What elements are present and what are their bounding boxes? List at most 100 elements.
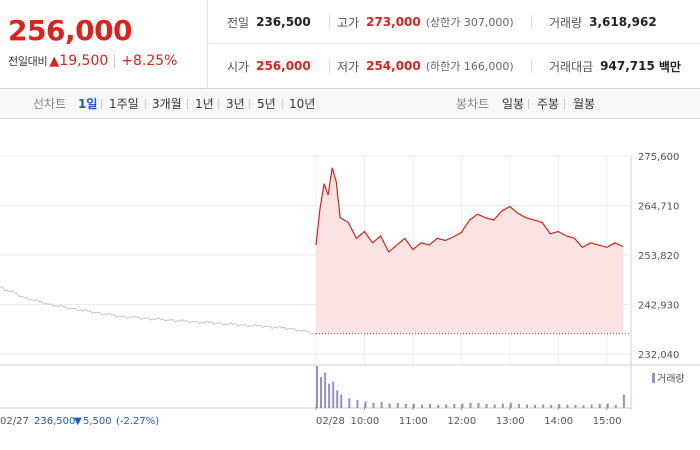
- volume-legend-label: 거래량: [657, 373, 685, 385]
- prev-day-down-arrow-icon: ▼: [74, 416, 82, 427]
- quote-panel: 256,000 전일대비 ▲ 19,500 +8.25% 전일 236,500 …: [0, 0, 700, 89]
- divider: [101, 99, 102, 109]
- volume-bar: [332, 381, 335, 408]
- volume-legend-swatch: [652, 373, 655, 383]
- divider: [329, 59, 330, 73]
- divider: [282, 99, 283, 109]
- divider: [249, 99, 250, 109]
- prev-day-date: 02/27: [0, 416, 29, 427]
- period-3m-tab[interactable]: 3개월: [152, 97, 182, 111]
- volume-bar: [453, 404, 456, 408]
- high-label: 고가: [337, 15, 360, 30]
- volume-bar: [324, 372, 327, 408]
- up-arrow-icon: ▲: [49, 53, 60, 69]
- volume-bar: [566, 404, 569, 408]
- volume-bar: [404, 404, 407, 408]
- volume-bar: [517, 404, 520, 408]
- volume-bar: [501, 403, 504, 408]
- lower-limit: (하한가 166,000): [425, 60, 514, 73]
- prev-day-series-line: [0, 286, 317, 335]
- divider: [329, 15, 330, 29]
- daily-candle-tab[interactable]: 일봉: [502, 97, 525, 111]
- chart-toolbar: 선차트 1일 1주일 3개월 1년 3년 5년 10년 봉차트 일봉 주봉 월봉: [0, 89, 700, 119]
- volume-bar: [388, 403, 391, 408]
- period-1y-tab[interactable]: 1년: [195, 97, 214, 111]
- y-tick-label: 253,820: [638, 251, 679, 262]
- volume-bar: [412, 403, 415, 408]
- line-chart-label: 선차트: [33, 97, 67, 111]
- volume-bar: [328, 383, 331, 408]
- weekly-candle-tab[interactable]: 주봉: [537, 97, 560, 111]
- upper-limit: (상한가 307,000): [425, 16, 514, 29]
- today-series-line: [315, 167, 624, 253]
- x-tick-label: 14:00: [544, 416, 573, 427]
- volume-label: 거래량: [549, 15, 583, 30]
- volume-bar: [469, 402, 472, 408]
- period-5y-tab[interactable]: 5년: [257, 97, 276, 111]
- divider: [145, 99, 146, 109]
- volume-value: 3,618,962: [589, 15, 657, 29]
- open-stat: 시가 256,000: [227, 44, 311, 88]
- volume-bar: [340, 394, 343, 408]
- volume-bar: [526, 404, 528, 408]
- x-tick-label: 10:00: [350, 416, 379, 427]
- volume-bar: [396, 403, 399, 408]
- stats-row-2: 시가 256,000 저가 254,000 (하한가 166,000) 거래대금…: [209, 44, 700, 88]
- prev-close-stat: 전일 236,500: [227, 0, 311, 44]
- price-box: 256,000 전일대비 ▲ 19,500 +8.25%: [0, 0, 208, 89]
- prev-day-change: 5,500: [83, 416, 112, 427]
- x-tick-label: 13:00: [496, 416, 525, 427]
- x-tick-label: 11:00: [399, 416, 428, 427]
- divider: [218, 99, 219, 109]
- volume-bar: [372, 402, 375, 408]
- volume-bar: [550, 404, 553, 408]
- period-1d-tab[interactable]: 1일: [78, 97, 98, 111]
- volume-bar: [316, 366, 318, 408]
- open-label: 시가: [227, 59, 250, 74]
- divider: [531, 15, 532, 29]
- x-tick-label: 15:00: [593, 416, 622, 427]
- volume-bar: [606, 403, 609, 408]
- volume-bar: [461, 403, 464, 408]
- volume-stat: 거래량 3,618,962: [549, 0, 657, 44]
- period-1w-tab[interactable]: 1주일: [109, 97, 139, 111]
- divider: [564, 99, 565, 109]
- y-tick-label: 242,930: [638, 301, 679, 312]
- x-tick-labels: 02/28 10:00 11:00 12:00 13:00 14:00 15:00: [316, 416, 622, 427]
- candle-chart-label: 봉차트: [456, 97, 490, 111]
- trade-value-unit: 백만: [658, 59, 681, 74]
- volume-bar: [380, 401, 383, 408]
- low-label: 저가: [337, 59, 360, 74]
- low-stat: 저가 254,000 (하한가 166,000): [337, 44, 514, 88]
- volume-bar: [437, 404, 440, 408]
- divider: [531, 59, 532, 73]
- y-tick-label: 232,040: [638, 350, 679, 361]
- change-label: 전일대비: [8, 55, 48, 68]
- y-tick-labels: 275,600 264,710 253,820 242,930 232,040: [638, 152, 679, 361]
- prev-day-close: 236,500: [34, 416, 75, 427]
- x-tick-label: 12:00: [447, 416, 476, 427]
- monthly-candle-tab[interactable]: 월봉: [573, 97, 596, 111]
- volume-bars: [316, 366, 625, 408]
- y-tick-label: 264,710: [638, 202, 679, 213]
- volume-bar: [493, 404, 496, 408]
- volume-bar: [614, 404, 617, 408]
- volume-bar: [485, 404, 488, 408]
- volume-bar: [598, 404, 601, 408]
- volume-bar: [336, 390, 339, 408]
- prev-close-label: 전일: [227, 15, 250, 30]
- prev-close-value: 236,500: [256, 15, 311, 29]
- period-3y-tab[interactable]: 3년: [226, 97, 245, 111]
- quote-stats: 전일 236,500 고가 273,000 (상한가 307,000) 거래량 …: [209, 0, 700, 89]
- low-value: 254,000: [366, 59, 421, 73]
- volume-bar: [364, 401, 367, 408]
- period-10y-tab[interactable]: 10년: [289, 97, 316, 111]
- trade-value-stat: 거래대금 947,715 백만: [549, 44, 681, 88]
- divider: [528, 99, 529, 109]
- open-value: 256,000: [256, 59, 311, 73]
- change-percent: +8.25%: [121, 53, 178, 69]
- prev-day-percent: (-2.27%): [116, 416, 159, 427]
- intraday-chart: 275,600 264,710 253,820 242,930 232,040 02/2…: [0, 120, 700, 450]
- volume-bar: [558, 404, 561, 408]
- high-value: 273,000: [366, 15, 421, 29]
